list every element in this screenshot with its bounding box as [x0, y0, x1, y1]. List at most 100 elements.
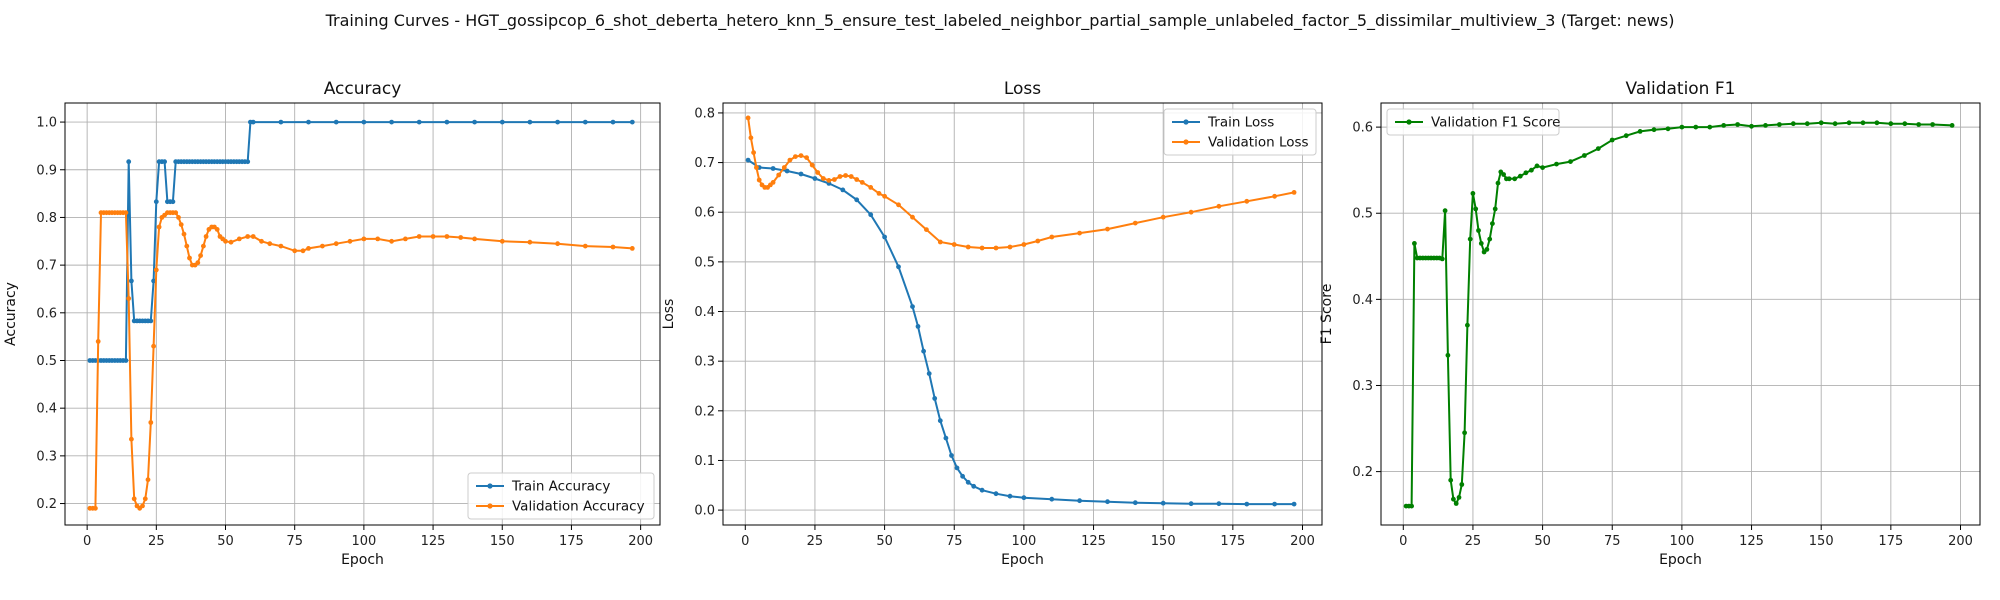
legend-entry: Validation F1 Score	[1395, 115, 1560, 131]
data-point	[781, 165, 787, 170]
y-tick-label: 0.8	[694, 106, 715, 121]
legend-entry: Train Accuracy	[476, 479, 610, 495]
x-tick-label: 200	[628, 534, 653, 549]
data-point	[403, 236, 408, 242]
data-point	[444, 119, 450, 125]
data-point	[1244, 501, 1250, 507]
data-point	[1470, 191, 1476, 196]
data-point	[93, 505, 98, 511]
legend-swatch-marker	[1183, 119, 1189, 125]
x-tick-label: 150	[1151, 534, 1176, 549]
data-point	[278, 119, 284, 125]
data-point	[798, 153, 804, 159]
data-point	[156, 224, 162, 230]
data-point	[1693, 124, 1699, 130]
data-point	[187, 255, 192, 261]
data-point	[848, 174, 854, 179]
data-point	[1244, 198, 1250, 204]
x-tick-label: 150	[490, 534, 515, 549]
data-point	[793, 154, 798, 160]
data-point	[837, 174, 843, 179]
data-point	[582, 243, 588, 249]
data-point	[148, 420, 154, 425]
x-tick-label: 75	[286, 534, 303, 549]
data-point	[629, 119, 635, 125]
data-point	[181, 231, 187, 237]
data-point	[868, 212, 874, 218]
legend-swatch-marker	[1406, 119, 1412, 125]
data-point	[1846, 120, 1852, 126]
data-point	[1487, 236, 1493, 242]
data-point	[333, 119, 339, 125]
data-point	[979, 245, 985, 251]
legend-box	[1386, 108, 1560, 136]
data-point	[629, 246, 635, 251]
data-point	[1763, 123, 1768, 128]
y-tick-label: 0.2	[1352, 465, 1373, 480]
data-point	[868, 185, 874, 190]
data-point	[937, 239, 943, 245]
data-point	[1832, 121, 1838, 127]
legend-entry: Validation Accuracy	[476, 499, 645, 515]
data-point	[1512, 176, 1518, 182]
x-axis-label: Epoch	[1001, 552, 1044, 568]
data-point	[250, 119, 256, 125]
data-point	[1439, 256, 1445, 262]
data-point	[882, 193, 887, 199]
series-line	[89, 121, 633, 362]
x-tick-label: 100	[351, 534, 376, 549]
data-point	[1492, 206, 1498, 212]
data-point	[1049, 234, 1055, 240]
data-point	[1595, 146, 1601, 152]
data-point	[1484, 247, 1490, 252]
data-point	[123, 358, 129, 363]
data-point	[826, 178, 832, 183]
chart-title: Loss	[1004, 79, 1041, 99]
y-tick-label: 0.1	[694, 454, 715, 469]
data-point	[555, 241, 560, 247]
data-point	[979, 487, 985, 493]
chart-panel-1: 0 25 50 75 100 125 150 175 200 0.0 0.1 0.2 0.3 0.4 0.5…	[661, 79, 1323, 568]
data-point	[416, 119, 422, 125]
y-tick-label: 0.4	[694, 305, 715, 320]
x-tick-label: 100	[1011, 534, 1036, 549]
x-tick-label: 75	[1604, 534, 1621, 549]
data-point	[148, 318, 154, 324]
y-tick-label: 0.2	[694, 404, 715, 419]
data-point	[1529, 167, 1534, 173]
data-point	[430, 234, 436, 239]
y-tick-label: 0.9	[36, 163, 57, 178]
data-point	[129, 436, 134, 442]
data-point	[1035, 238, 1041, 244]
data-point	[1916, 122, 1922, 127]
chart-panel-2: 0 25 50 75 100 125 150 175 200 0.2 0.3 0.4 0.5 0.6 Val…	[1319, 79, 1981, 568]
series-train-accuracy	[87, 119, 635, 363]
y-tick-label: 0.4	[1352, 293, 1373, 308]
x-axis-label: Epoch	[1659, 552, 1702, 568]
data-point	[123, 210, 129, 216]
data-point	[306, 246, 311, 251]
data-point	[1804, 121, 1810, 127]
data-point	[1679, 124, 1685, 130]
legend-label: Validation F1 Score	[1431, 115, 1560, 131]
data-point	[228, 239, 234, 245]
data-point	[949, 453, 954, 458]
data-point	[1637, 129, 1643, 134]
data-point	[924, 227, 929, 233]
data-point	[173, 210, 179, 216]
data-point	[832, 177, 837, 182]
data-point	[1021, 495, 1027, 501]
legend-entry: Validation Loss	[1172, 135, 1309, 151]
x-tick-label: 0	[741, 534, 749, 549]
data-point	[1506, 176, 1512, 182]
legend-label: Validation Loss	[1208, 135, 1309, 151]
x-tick-label: 125	[421, 534, 446, 549]
x-tick-label: 50	[1534, 534, 1551, 549]
data-point	[1021, 242, 1027, 247]
y-tick-label: 0.6	[1352, 121, 1373, 136]
data-point	[876, 191, 882, 196]
data-point	[1049, 496, 1055, 502]
data-point	[527, 239, 533, 245]
data-point	[1523, 170, 1529, 176]
